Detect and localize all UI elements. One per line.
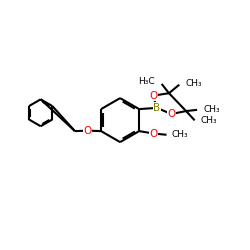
Text: B: B xyxy=(153,103,160,113)
Text: O: O xyxy=(149,91,157,101)
Text: O: O xyxy=(167,109,175,119)
Text: CH₃: CH₃ xyxy=(201,116,218,125)
Text: CH₃: CH₃ xyxy=(203,105,220,114)
Text: CH₃: CH₃ xyxy=(185,79,202,88)
Text: O: O xyxy=(84,126,92,136)
Text: CH₃: CH₃ xyxy=(172,130,188,139)
Text: H₃C: H₃C xyxy=(138,78,155,86)
Text: O: O xyxy=(150,128,158,138)
